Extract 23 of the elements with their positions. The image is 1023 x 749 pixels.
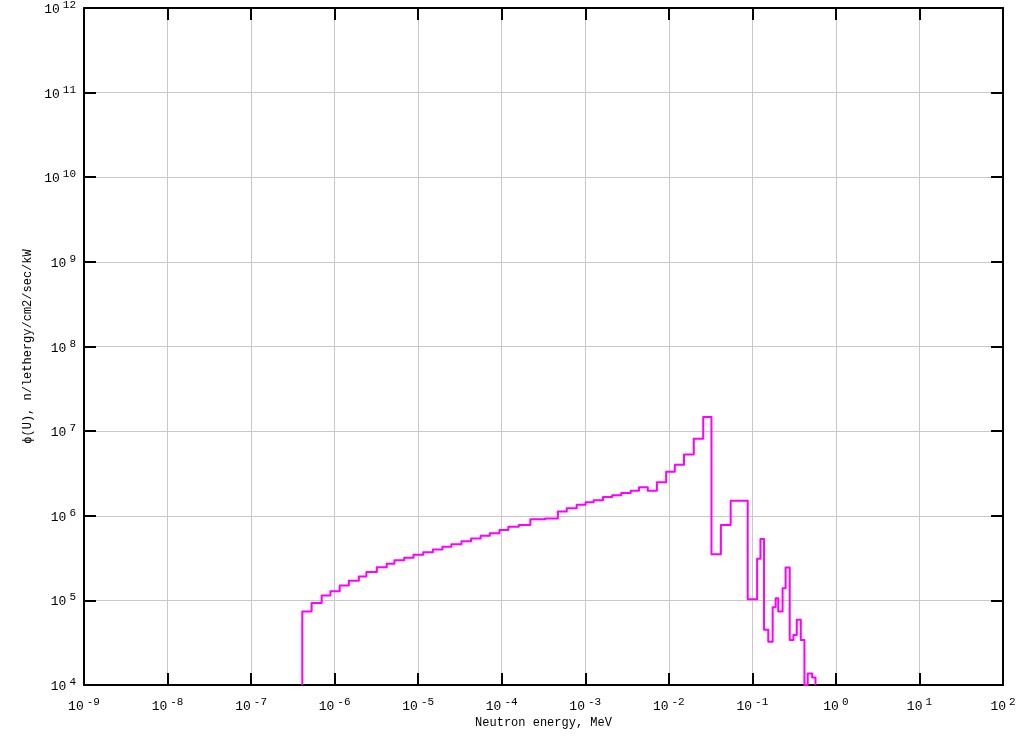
y-tick-label: 10$^{6}$ [50, 506, 76, 525]
y-tick-label: 10$^{8}$ [50, 337, 76, 356]
y-tick-label: 10$^{4}$ [50, 675, 76, 695]
x-tick-label: 10$^{-2}$ [652, 696, 685, 715]
x-tick-label: 10$^{-6}$ [318, 696, 351, 715]
y-tick-label: 10$^{5}$ [50, 591, 76, 610]
x-tick-label: 10$^{-8}$ [151, 696, 184, 715]
x-tick-label: 10$^{2}$ [990, 696, 1016, 715]
y-tick-label: 10$^{9}$ [50, 252, 76, 272]
x-tick-label: 10$^{1}$ [906, 696, 933, 715]
y-tick-label: 10$^{11}$ [44, 83, 76, 102]
x-tick-label: 10$^{-9}$ [68, 696, 100, 715]
x-tick-label: 10$^{-5}$ [402, 696, 435, 715]
x-axis-title: Neutron energy, MeV [475, 716, 613, 730]
x-tick-label: 10$^{-1}$ [736, 696, 769, 715]
y-tick-label: 10$^{7}$ [50, 421, 76, 441]
x-tick-label: 10$^{-3}$ [569, 696, 602, 715]
y-tick-label: 10$^{12}$ [44, 0, 76, 18]
y-axis-title: ϕ(U), n/lethergy/cm2/sec/kW [21, 248, 35, 444]
y-tick-label: 10$^{10}$ [44, 168, 76, 187]
x-tick-label: 10$^{-4}$ [485, 696, 518, 715]
x-tick-label: 10$^{0}$ [823, 696, 849, 715]
x-tick-label: 10$^{-7}$ [235, 696, 267, 715]
